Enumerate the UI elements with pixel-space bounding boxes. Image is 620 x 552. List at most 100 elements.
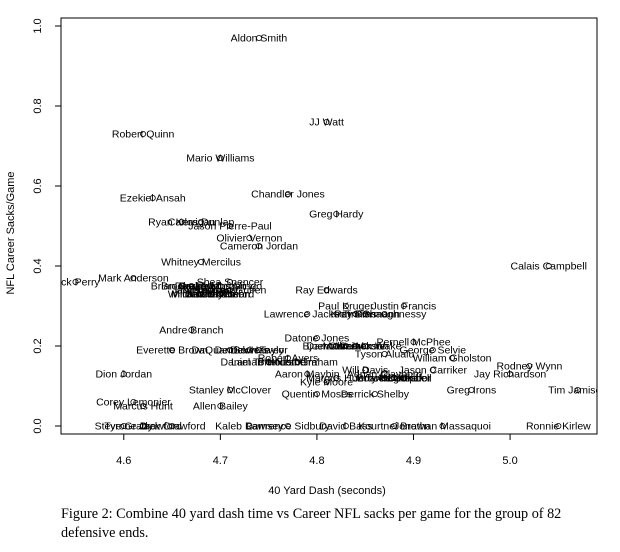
data-point [304,370,311,377]
point-label: Derrick Shelby [341,389,410,401]
point-label: Paul Kruger [318,301,374,313]
data-point [198,258,205,265]
data-point [227,222,234,229]
data-point [362,310,369,317]
y-tick-label: 0.0 [32,418,44,433]
data-point [246,422,253,429]
x-tick-label: 5.0 [502,455,517,467]
point-label: Brandon Graham [257,357,338,369]
data-point [198,218,205,225]
data-point [323,119,330,126]
x-tick-label: 4.9 [406,455,421,467]
point-label: Kyle Moore [300,377,353,389]
data-point [381,374,388,381]
data-point [381,350,388,357]
point-label: Lamarr Houston [231,357,306,369]
point-label: Andre Branch [159,325,223,337]
point-label: Lawrence Jackson [264,309,351,321]
data-point [169,346,176,353]
point-label: Justin Francis [371,301,436,313]
point-label: Jarvis Jones [172,285,230,297]
point-label: Stanley McClover [189,385,272,397]
data-point [429,366,436,373]
point-label: Carlos Dunlap [168,217,235,229]
data-point [362,366,369,373]
data-point [400,302,407,309]
data-point [227,386,234,393]
data-point [371,390,378,397]
data-point [526,362,533,369]
point-label: Steve Grady [95,421,154,433]
x-tick-label: 4.6 [116,455,131,467]
point-label: George Selvie [400,345,467,357]
data-point [207,282,214,289]
point-label: Everette Brown [136,345,208,357]
y-tick-label: 0.2 [32,338,44,353]
point-label: Aldon Smith [231,33,288,45]
figure-caption: Figure 2: Combine 40 yard dash time vs C… [61,505,606,543]
data-point [255,242,262,249]
point-label: Kaleb Ramsey [215,421,284,433]
point-label: Derrick Harvey [215,345,285,357]
point-label: Brooks Reed [161,281,222,293]
data-points: Aldon Smith JJ Watt Robert Quinn Mario Will… [51,33,607,433]
point-label: Brian Orakpo [151,281,213,293]
point-label: Ronnie Kirlew [526,421,591,433]
point-label: Greg Hardy [309,209,364,221]
point-label: Kroy Biermann [330,309,400,321]
data-point [555,422,562,429]
point-label: Nick Perry [51,277,100,289]
point-label: Jerry Hughes [353,373,415,385]
point-label: Kourtnei Brown [358,421,430,433]
point-label: Tyrone Crawford [104,421,182,433]
x-axis-title: 40 Yard Dash (seconds) [268,485,386,497]
data-point [140,130,147,137]
point-label: Allen Bailey [193,401,249,413]
point-label: Margus Hunt [306,373,366,385]
point-label: Jonathan Massaquoi [394,421,491,433]
data-point [381,310,388,317]
point-label: Bruce Irvin [186,289,236,301]
point-label: Pernell McPhee [376,337,450,349]
point-label: Malik Jackson [323,341,389,353]
data-point [468,386,475,393]
data-point [217,282,224,289]
point-label: Devin Taylor [230,345,288,357]
point-label: JJ Watt [309,117,344,129]
x-tick-label: 4.7 [213,455,228,467]
data-point [120,370,127,377]
data-point [246,234,253,241]
data-point [130,274,137,281]
point-label: Olivier Vernon [216,233,282,245]
point-label: Robert Ayers [258,353,319,365]
data-point [574,386,581,393]
point-label: Corey Lemonier [96,397,171,409]
data-point [333,342,340,349]
data-point [149,194,156,201]
y-tick-label: 1.0 [32,18,44,33]
point-label: Mario Williams [186,153,254,165]
point-label: Rodney Wynn [496,361,562,373]
point-label: Cameron Wake [329,341,402,353]
y-tick-label: 0.4 [32,258,44,273]
point-label: Dion Jordan [95,369,152,381]
point-label: Calais Campbell [510,261,586,273]
point-label: Whitney Mercilus [161,257,241,269]
point-label: Jay Richardson [474,369,547,381]
point-label: Everson Griffen [194,285,267,297]
point-label: Barkevious Mingo [179,281,263,293]
data-point [342,302,349,309]
point-label: Robert Quinn [112,129,175,141]
data-point [217,290,224,297]
y-tick-label: 0.8 [32,98,44,113]
y-axis-title: NFL Career Sacks/Game [5,171,17,294]
point-label: Tim Jamison [548,385,607,397]
data-point [391,422,398,429]
data-point [227,346,234,353]
point-label: Ray Edwards [295,285,357,297]
point-label: Mark Anderson [98,273,169,285]
data-point [284,190,291,197]
data-point [169,422,176,429]
data-point [323,378,330,385]
